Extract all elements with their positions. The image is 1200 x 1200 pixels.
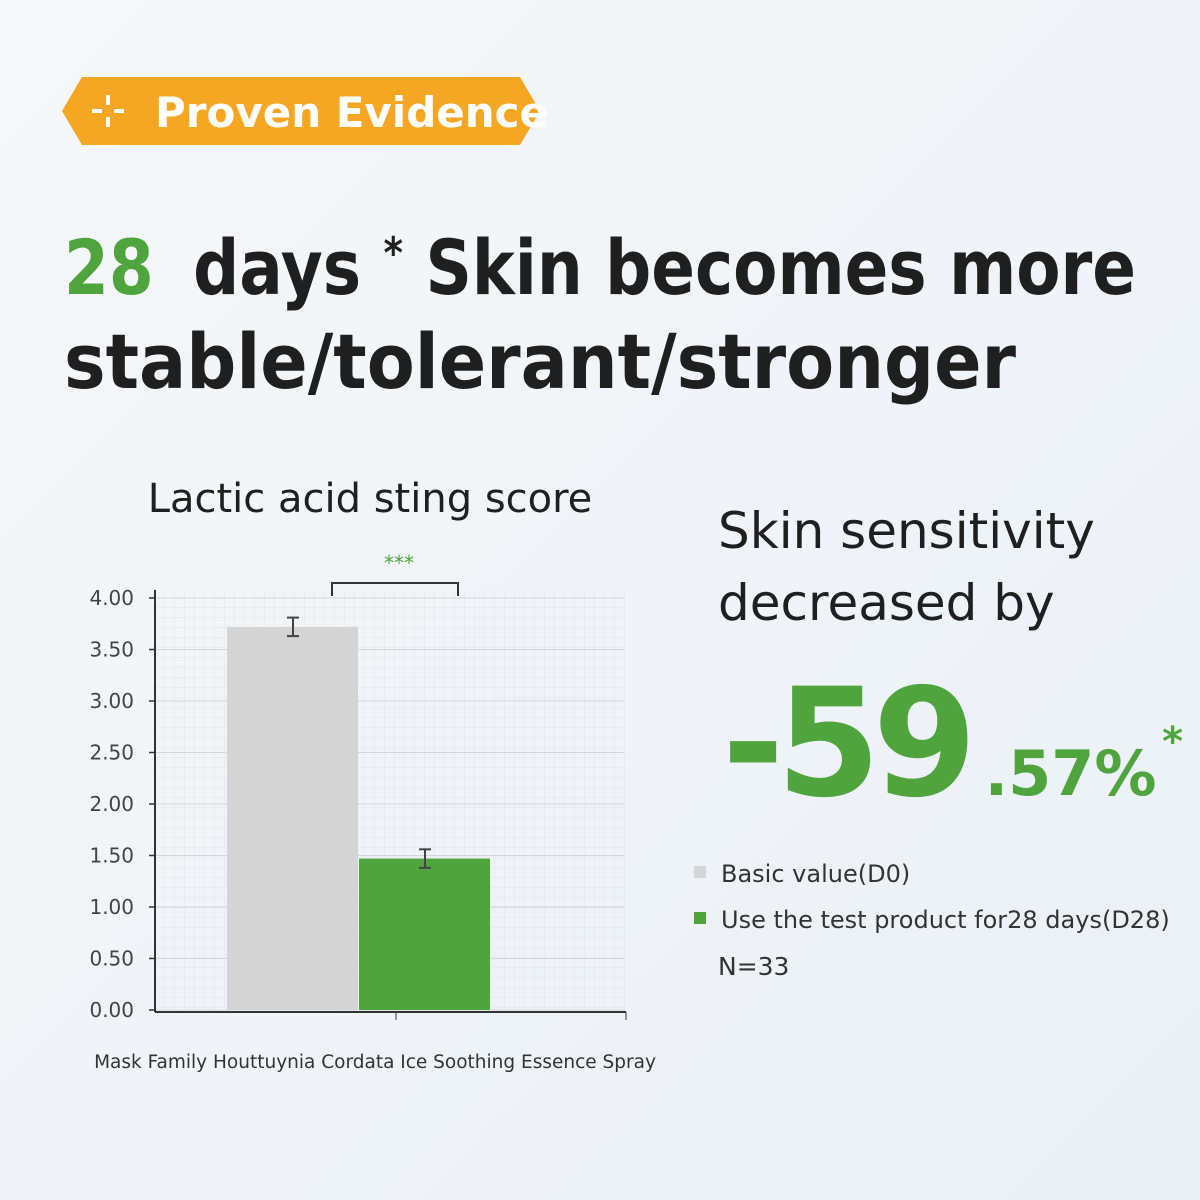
stat-value: -59 .57% * [722,657,1183,831]
sample-note: N=33 [718,952,789,981]
bar [359,858,490,1010]
headline-text: Skin becomes more [425,223,1136,312]
headline-highlight: 28 [64,223,154,312]
y-tick-label: 1.00 [89,895,134,919]
y-tick-label: 0.00 [89,998,134,1022]
y-tick-label: 3.50 [89,638,134,662]
legend-label: Use the test product for28 days(D28) [721,906,1170,934]
legend-label: Basic value(D0) [721,860,910,888]
y-tick-label: 2.50 [89,741,134,765]
stat-decimal: .57% [985,737,1157,810]
significance-bracket [331,582,459,596]
y-tick-label: 3.00 [89,689,134,713]
y-tick-label: 0.50 [89,947,134,971]
stat-text: decreased by [718,574,1055,632]
bar [227,626,358,1010]
stat-integer: -59 [722,657,969,831]
y-tick-label: 1.50 [89,844,134,868]
headline-line1: 28 days * Skin becomes more [64,197,1136,312]
badge-text: Proven Evidence [155,88,548,137]
significance: *** [384,551,414,575]
y-tick-label: 2.00 [89,792,134,816]
stat-footnote: * [1162,719,1183,765]
headline-line2: stable/tolerant/stronger [64,317,1016,406]
stat-text: Skin sensitivity [718,502,1095,560]
legend-swatch [694,912,706,924]
badge-icon [92,95,124,127]
footnote-mark: * [384,228,404,279]
x-tick-label: Mask Family Houttuynia Cordata Ice Sooth… [94,1052,656,1073]
headline-days: days [193,223,361,312]
legend-swatch [694,866,706,878]
badge [62,77,540,145]
y-tick-label: 4.00 [89,586,134,610]
chart-title: Lactic acid sting score [148,476,593,522]
